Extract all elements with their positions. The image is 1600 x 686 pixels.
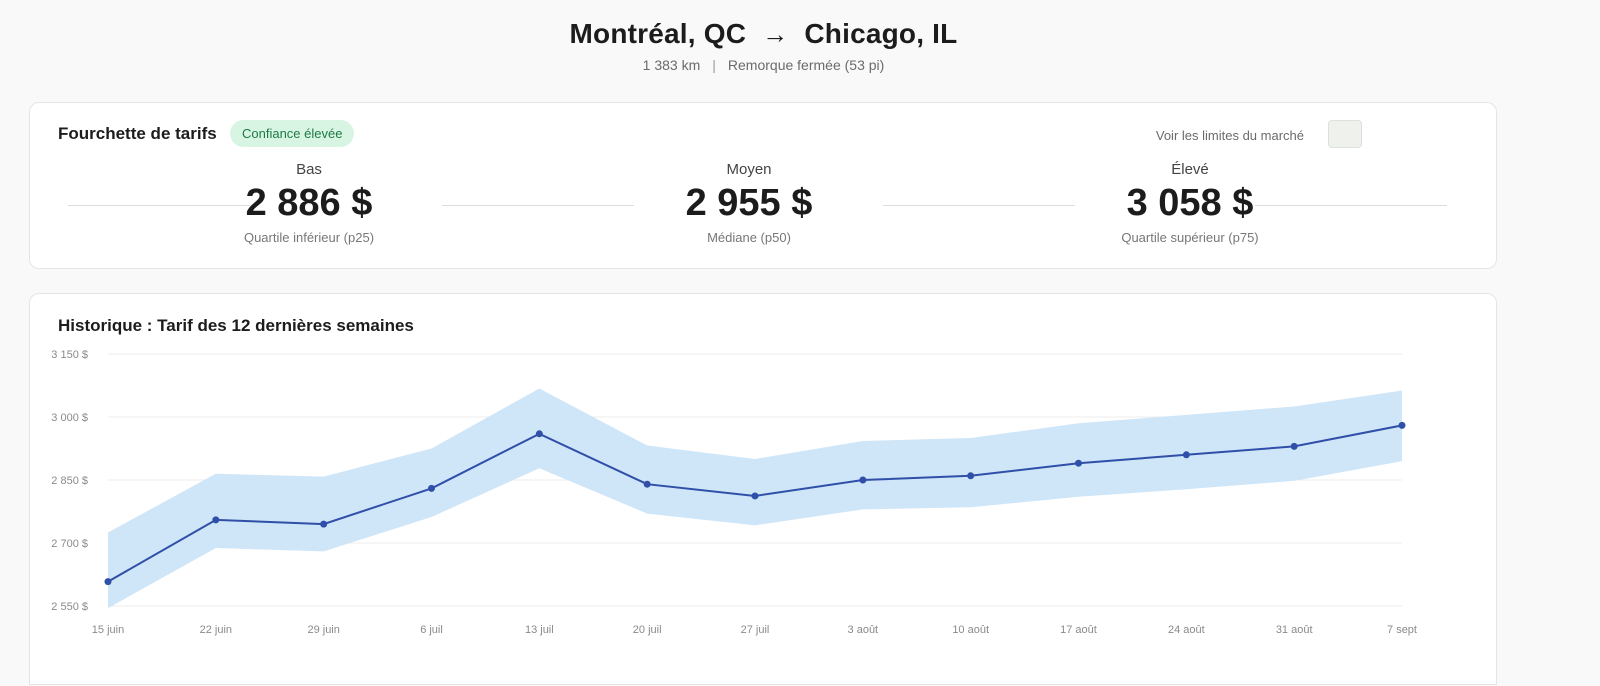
range-line [883,205,1075,206]
origin-city: Montréal, QC [569,18,747,49]
data-point [1075,459,1082,467]
data-point [859,476,867,484]
range-line [1255,205,1447,206]
x-tick-label: 7 sept [1387,624,1417,636]
stat-mid: Moyen 2 955 $ Médiane (p50) [619,161,879,245]
x-tick-label: 29 juin [307,624,339,636]
history-title: Historique : Tarif des 12 dernières sema… [58,316,414,335]
stat-label: Bas [296,161,322,178]
data-point [320,520,328,528]
x-tick-label: 20 juil [633,624,662,636]
y-tick-label: 2 550 $ [51,601,88,613]
stat-note: Médiane (p50) [707,230,791,245]
x-tick-label: 13 juil [525,624,554,636]
data-point [1182,451,1190,459]
separator: | [712,57,716,73]
range-line [442,205,634,206]
stat-value: 3 058 $ [1126,182,1254,224]
data-point [428,484,435,492]
data-point [643,480,651,488]
stat-low: Bas 2 886 $ Quartile inférieur (p25) [179,161,439,245]
data-point [104,578,112,586]
x-tick-label: 17 août [1060,624,1097,636]
y-tick-label: 2 850 $ [51,475,88,487]
data-point [1398,421,1406,429]
data-point [212,516,220,524]
x-tick-label: 15 juin [92,624,124,636]
equipment: Remorque fermée (53 pi) [727,57,885,73]
destination-city: Chicago, IL [804,18,958,49]
market-limits-label: Voir les limites du marché [1155,128,1304,143]
route-details: 1 383 km | Remorque fermée (53 pi) [0,57,1527,73]
distance: 1 383 km [642,57,701,73]
route-header: Montréal, QC → Chicago, IL 1 383 km | Re… [0,0,1527,73]
stat-high: Élevé 3 058 $ Quartile supérieur (p75) [1060,161,1320,245]
history-chart: 3 150 $ 3 000 $ 2 850 $ 2 700 $ 2 550 $ 15 ju… [51,349,1417,636]
x-tick-label: 10 août [952,624,989,636]
x-tick-label: 22 juin [200,624,232,636]
stat-note: Quartile inférieur (p25) [243,230,375,245]
stat-label: Élevé [1171,161,1209,178]
x-tick-label: 3 août [848,624,879,636]
x-tick-label: 31 août [1276,624,1313,636]
stat-note: Quartile supérieur (p75) [1121,230,1259,245]
y-tick-label: 2 700 $ [51,538,88,550]
data-point [535,430,543,438]
stat-value: 2 955 $ [685,182,813,224]
y-tick-label: 3 000 $ [51,412,88,424]
market-limits-toggle[interactable] [1328,120,1362,148]
confidence-badge: Confiance élevée [230,120,355,147]
stat-value: 2 886 $ [245,182,373,224]
data-point [751,492,759,500]
x-tick-label: 27 juil [741,624,770,636]
x-tick-label: 24 août [1168,624,1205,636]
history-card: Historique : Tarif des 12 dernières sema… [29,293,1497,685]
y-tick-label: 3 150 $ [51,349,88,361]
x-tick-label: 6 juil [420,624,443,636]
rate-range-card: Fourchette de tarifs Confiance élevée Vo… [29,102,1497,269]
route-title: Montréal, QC → Chicago, IL [0,18,1527,50]
range-line [68,205,250,206]
stat-label: Moyen [726,161,772,178]
data-point [1290,442,1298,450]
arrow-right-icon: → [762,18,789,49]
range-title: Fourchette de tarifs [58,124,217,143]
data-point [967,472,975,480]
